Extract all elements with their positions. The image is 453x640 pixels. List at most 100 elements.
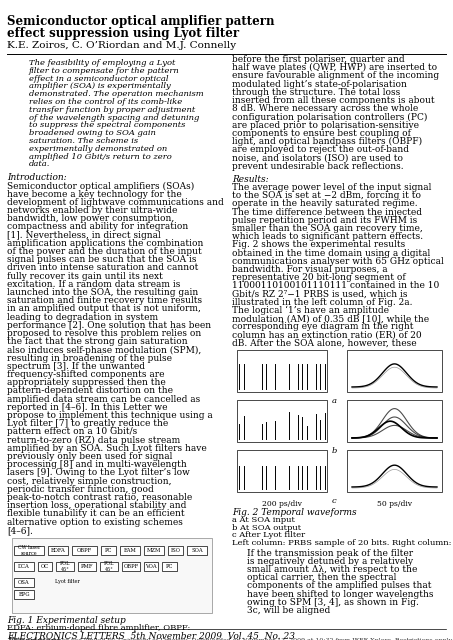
Text: Fig. 2 Temporal waveforms: Fig. 2 Temporal waveforms: [232, 508, 357, 517]
Text: small amount Δλ, with respect to the: small amount Δλ, with respect to the: [247, 565, 417, 574]
Text: excitation. If a random data stream is: excitation. If a random data stream is: [7, 280, 180, 289]
Text: saturation. The scheme is: saturation. The scheme is: [29, 137, 138, 145]
Text: pattern effect on a 10 Gbit/s: pattern effect on a 10 Gbit/s: [7, 428, 137, 436]
Text: PC: PC: [166, 564, 173, 569]
Text: before the first polariser, quarter and: before the first polariser, quarter and: [232, 55, 405, 64]
Text: also induces self-phase modulation (SPM),: also induces self-phase modulation (SPM)…: [7, 346, 201, 355]
Text: The time difference between the injected: The time difference between the injected: [232, 207, 422, 216]
Text: have become a key technology for the: have become a key technology for the: [7, 189, 182, 198]
Bar: [12, 538, 212, 613]
Text: operate in the heavily saturated regime.: operate in the heavily saturated regime.: [232, 200, 418, 209]
Text: The feasibility of employing a Lyot: The feasibility of employing a Lyot: [29, 59, 175, 67]
Text: amplification applications the combination: amplification applications the combinati…: [7, 239, 203, 248]
Text: to suppress the spectral components: to suppress the spectral components: [29, 122, 185, 129]
Text: have been shifted to longer wavelengths: have been shifted to longer wavelengths: [247, 589, 434, 598]
Text: Fig. 1 Experimental setup: Fig. 1 Experimental setup: [7, 616, 126, 625]
Text: proposed to resolve this problem relies on: proposed to resolve this problem relies …: [7, 329, 201, 338]
Text: 8 dB. Where necessary across the whole: 8 dB. Where necessary across the whole: [232, 104, 418, 113]
Text: corresponding eye diagram in the right: corresponding eye diagram in the right: [232, 323, 414, 332]
Text: transfer function by proper adjustment: transfer function by proper adjustment: [29, 106, 195, 114]
Text: VOA: VOA: [145, 564, 157, 569]
Text: Experiment:: Experiment:: [7, 637, 63, 640]
Text: effect in a semiconductor optical: effect in a semiconductor optical: [29, 75, 169, 83]
Bar: [101, 546, 116, 555]
Bar: [14, 578, 34, 587]
Text: Authorised licensed use limited to: University of Limerick. Downloaded on Novemb: Authorised licensed use limited to: Univ…: [7, 638, 453, 640]
Bar: [144, 546, 164, 555]
Text: broadened owing to SOA gain: broadened owing to SOA gain: [29, 129, 156, 137]
Text: experimentally demonstrated on: experimentally demonstrated on: [29, 145, 167, 153]
Text: EDFA: erbium-doped fibre amplifier, OBPF:: EDFA: erbium-doped fibre amplifier, OBPF…: [7, 624, 190, 632]
Text: signal pulses can be such that the SOA is: signal pulses can be such that the SOA i…: [7, 255, 197, 264]
Text: modulation (AM) of 0.35 dB [10], while the: modulation (AM) of 0.35 dB [10], while t…: [232, 314, 429, 323]
Text: Gbit/s RZ 2⁷−1 PRBS is used, which is: Gbit/s RZ 2⁷−1 PRBS is used, which is: [232, 289, 408, 299]
Text: through the structure. The total loss: through the structure. The total loss: [232, 88, 400, 97]
Text: cost, relatively simple construction,: cost, relatively simple construction,: [7, 477, 172, 486]
Text: SOA: SOA: [191, 548, 203, 553]
Text: peak-to-notch contrast ratio, reasonable: peak-to-notch contrast ratio, reasonable: [7, 493, 192, 502]
Text: half wave plates (QWP, HWP) are inserted to: half wave plates (QWP, HWP) are inserted…: [232, 63, 437, 72]
Text: are employed to reject the out-of-band: are employed to reject the out-of-band: [232, 145, 409, 154]
Text: If the transmission peak of the filter: If the transmission peak of the filter: [247, 548, 413, 557]
Text: in an amplified output that is not uniform,: in an amplified output that is not unifo…: [7, 305, 201, 314]
Text: Semiconductor optical amplifier pattern: Semiconductor optical amplifier pattern: [7, 15, 275, 28]
Text: [1]. Nevertheless, in direct signal: [1]. Nevertheless, in direct signal: [7, 230, 161, 239]
Text: column has an extinction ratio (ER) of 20: column has an extinction ratio (ER) of 2…: [232, 331, 422, 340]
Text: filter to compensate for the pattern: filter to compensate for the pattern: [29, 67, 180, 75]
Text: PC: PC: [105, 548, 112, 553]
Text: b: b: [332, 447, 337, 455]
Text: effect suppression using Lyot filter: effect suppression using Lyot filter: [7, 27, 239, 40]
Text: resulting in broadening of the pulse: resulting in broadening of the pulse: [7, 353, 172, 363]
Text: OBPF: OBPF: [77, 548, 92, 553]
Bar: [347, 450, 442, 492]
Text: smaller than the SOA gain recovery time,: smaller than the SOA gain recovery time,: [232, 224, 423, 233]
Text: 50 ps/div: 50 ps/div: [377, 500, 412, 508]
Text: appropriately suppressed then the: appropriately suppressed then the: [7, 378, 166, 387]
Text: The average power level of the input signal: The average power level of the input sig…: [232, 183, 431, 192]
Text: periodic transfer function, good: periodic transfer function, good: [7, 484, 154, 494]
Text: frequency-shifted components are: frequency-shifted components are: [7, 370, 164, 379]
Text: ELECTRONICS LETTERS  5th November 2009  Vol. 45  No. 23: ELECTRONICS LETTERS 5th November 2009 Vo…: [7, 632, 295, 640]
Text: CW laser
source: CW laser source: [18, 545, 40, 556]
Text: Left column: PRBS sample of 20 bits. Right column: eye diagram: Left column: PRBS sample of 20 bits. Rig…: [232, 539, 453, 547]
Bar: [120, 546, 140, 555]
Text: 200 ps/div: 200 ps/div: [262, 500, 302, 508]
Bar: [100, 562, 118, 571]
Text: BPG: BPG: [18, 592, 30, 597]
Text: representative 20 bit-long segment of: representative 20 bit-long segment of: [232, 273, 405, 282]
Text: POL
45°: POL 45°: [60, 561, 70, 572]
Text: ISO: ISO: [170, 548, 180, 553]
Text: Fig. 2 shows the experimental results: Fig. 2 shows the experimental results: [232, 241, 405, 250]
Bar: [168, 546, 183, 555]
Text: Introduction:: Introduction:: [7, 173, 67, 182]
Text: fully recover its gain until its next: fully recover its gain until its next: [7, 271, 163, 280]
Text: spectrum [3]. If the unwanted: spectrum [3]. If the unwanted: [7, 362, 145, 371]
Bar: [14, 546, 44, 555]
Text: Lyot filter: Lyot filter: [55, 579, 79, 584]
Text: [4–6].: [4–6].: [7, 526, 33, 535]
Text: of the wavelength spacing and detuning: of the wavelength spacing and detuning: [29, 114, 199, 122]
Bar: [237, 350, 327, 392]
Text: data.: data.: [29, 161, 50, 168]
Text: driven into intense saturation and cannot: driven into intense saturation and canno…: [7, 264, 198, 273]
Text: networks enabled by their ultra-wide: networks enabled by their ultra-wide: [7, 206, 178, 215]
Text: ensure favourable alignment of the incoming: ensure favourable alignment of the incom…: [232, 72, 439, 81]
Text: PMF: PMF: [81, 564, 93, 569]
Text: DCA: DCA: [18, 564, 30, 569]
Text: development of lightwave communications and: development of lightwave communications …: [7, 198, 224, 207]
Text: noise, and isolators (ISO) are used to: noise, and isolators (ISO) are used to: [232, 154, 403, 163]
Bar: [162, 562, 177, 571]
Text: dB. After the SOA alone, however, these: dB. After the SOA alone, however, these: [232, 339, 417, 348]
Text: flexible tunability it can be an efficient: flexible tunability it can be an efficie…: [7, 509, 185, 518]
Text: Lyot filter [7] to greatly reduce the: Lyot filter [7] to greatly reduce the: [7, 419, 168, 428]
Text: reported in [4–6]. In this Letter we: reported in [4–6]. In this Letter we: [7, 403, 168, 412]
Text: a: a: [332, 397, 337, 405]
Text: a At SOA input: a At SOA input: [232, 516, 295, 524]
Text: K.E. Zoiros, C. O’Riordan and M.J. Connelly: K.E. Zoiros, C. O’Riordan and M.J. Conne…: [7, 41, 236, 50]
Text: are placed prior to polarisation-sensitive: are placed prior to polarisation-sensiti…: [232, 120, 419, 129]
Bar: [237, 400, 327, 442]
Text: return-to-zero (RZ) data pulse stream: return-to-zero (RZ) data pulse stream: [7, 436, 180, 445]
Text: OBPF: OBPF: [123, 564, 139, 569]
Text: amplified data stream can be cancelled as: amplified data stream can be cancelled a…: [7, 395, 200, 404]
Text: c: c: [332, 497, 337, 505]
